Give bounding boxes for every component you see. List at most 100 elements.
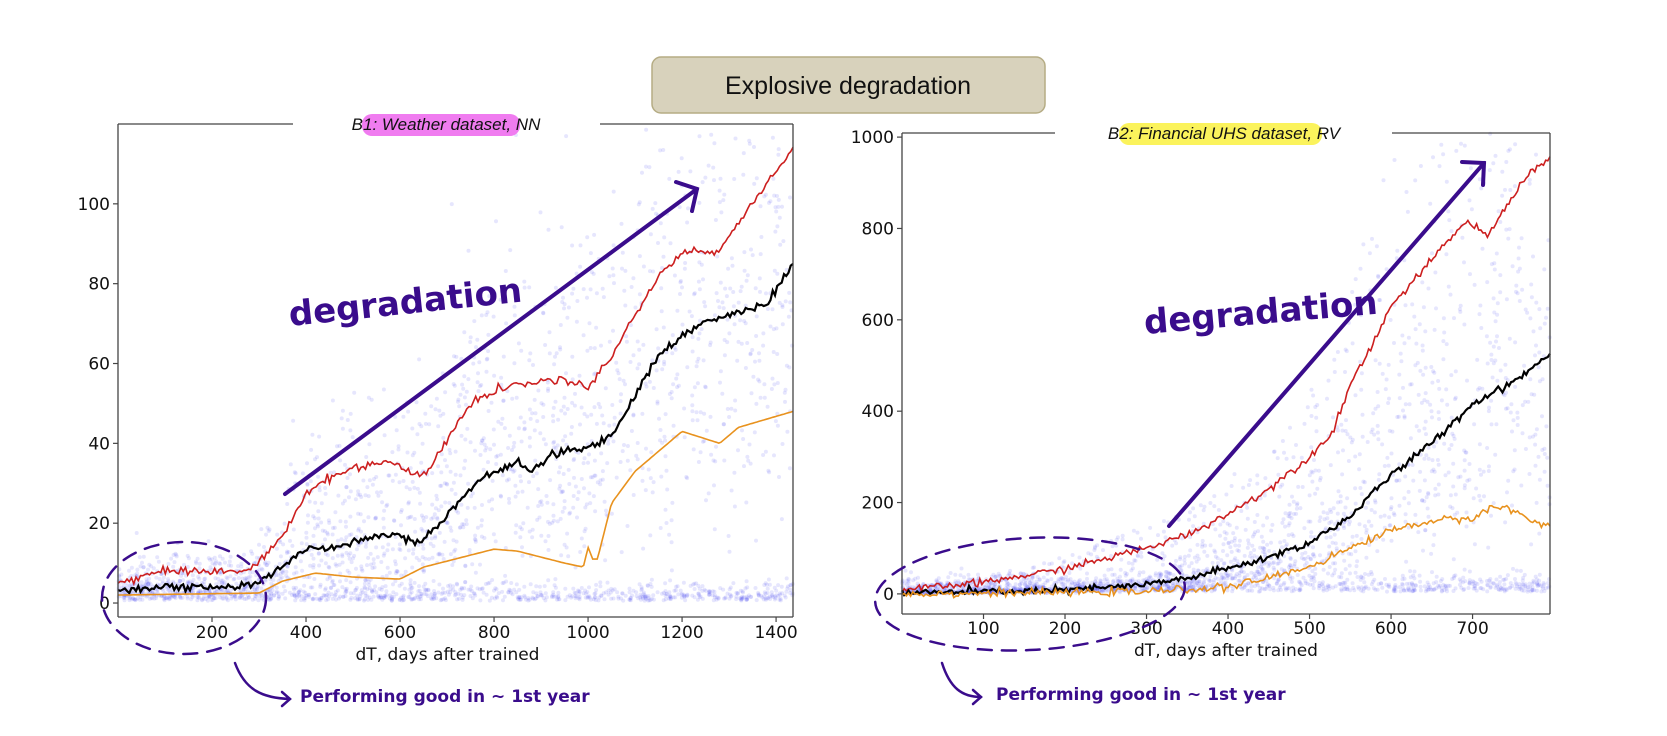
- scatter-point: [139, 580, 144, 585]
- scatter-point: [502, 426, 507, 431]
- scatter-point: [447, 447, 452, 452]
- scatter-point: [554, 594, 558, 599]
- scatter-point: [512, 440, 517, 445]
- scatter-point: [494, 462, 499, 466]
- scatter-point: [420, 542, 425, 547]
- scatter-point: [753, 286, 758, 291]
- scatter-point: [348, 580, 353, 585]
- scatter-point: [1537, 350, 1542, 355]
- scatter-point: [1239, 509, 1244, 513]
- scatter-point: [752, 145, 756, 149]
- scatter-point: [144, 580, 149, 585]
- scatter-point: [1435, 458, 1440, 462]
- scatter-point: [214, 559, 218, 564]
- scatter-point: [1312, 458, 1316, 462]
- scatter-point: [1422, 584, 1427, 589]
- scatter-point: [319, 596, 324, 600]
- scatter-point: [1321, 567, 1326, 572]
- scatter-point: [675, 308, 680, 313]
- scatter-point: [1262, 587, 1267, 592]
- scatter-point: [432, 595, 437, 600]
- scatter-point: [1517, 245, 1521, 250]
- scatter-point: [530, 411, 535, 416]
- scatter-point: [1412, 586, 1416, 591]
- scatter-point: [401, 414, 406, 419]
- scatter-point: [501, 598, 505, 603]
- scatter-point: [363, 544, 368, 549]
- scatter-point: [741, 151, 746, 156]
- scatter-point: [718, 380, 722, 385]
- scatter-point: [1267, 562, 1272, 567]
- scatter-point: [154, 596, 159, 601]
- scatter-point: [643, 594, 647, 599]
- scatter-point: [727, 415, 732, 419]
- scatter-point: [1062, 559, 1067, 564]
- scatter-point: [1109, 554, 1113, 558]
- scatter-point: [508, 467, 513, 472]
- scatter-point: [1379, 581, 1384, 586]
- scatter-point: [492, 442, 496, 447]
- scatter-point: [338, 579, 342, 584]
- scatter-point: [316, 509, 321, 514]
- scatter-point: [177, 578, 182, 583]
- scatter-point: [1102, 573, 1107, 578]
- scatter-point: [366, 555, 371, 560]
- scatter-point: [1520, 403, 1525, 408]
- scatter-point: [740, 596, 745, 601]
- x-ticks: 200 400 600 800 1000 1200 1400: [196, 617, 798, 643]
- scatter-point: [1493, 358, 1498, 363]
- scatter-point: [559, 553, 564, 558]
- scatter-point: [500, 473, 505, 478]
- scatter-point: [1417, 428, 1422, 433]
- scatter-point: [776, 594, 781, 598]
- scatter-point: [196, 574, 201, 579]
- scatter-point: [307, 575, 312, 580]
- scatter-point: [521, 521, 526, 526]
- scatter-point: [484, 357, 489, 362]
- scatter-point: [256, 598, 261, 603]
- scatter-point: [333, 590, 338, 594]
- scatter-point: [291, 591, 296, 596]
- scatter-point: [429, 536, 434, 541]
- scatter-point: [1449, 443, 1454, 447]
- scatter-point: [1286, 550, 1291, 555]
- scatter-point: [410, 565, 415, 570]
- scatter-point: [692, 595, 697, 600]
- scatter-point: [1262, 493, 1267, 498]
- scatter-point: [141, 565, 146, 570]
- scatter-point: [738, 289, 743, 294]
- scatter-point: [476, 371, 480, 376]
- scatter-point: [1269, 540, 1273, 545]
- scatter-point: [203, 576, 208, 581]
- scatter-point: [564, 442, 569, 447]
- scatter-point: [1033, 583, 1038, 588]
- scatter-point: [732, 504, 737, 509]
- banner: Explosive degradation: [651, 56, 1046, 114]
- scatter-point: [1028, 581, 1032, 586]
- scatter-point: [1471, 586, 1476, 591]
- banner-title: Explosive degradation: [725, 72, 971, 100]
- scatter-point: [1544, 424, 1549, 429]
- scatter-point: [1369, 572, 1374, 577]
- scatter-point: [172, 560, 177, 565]
- scatter-point: [304, 542, 309, 547]
- scatter-point: [1497, 346, 1501, 350]
- scatter-point: [291, 585, 296, 590]
- scatter-point: [1202, 576, 1207, 581]
- scatter-point: [223, 560, 227, 565]
- scatter-point: [748, 461, 753, 466]
- scatter-point: [638, 595, 642, 600]
- scatter-point: [160, 579, 165, 584]
- scatter-point: [777, 300, 782, 305]
- scatter-point: [137, 555, 142, 560]
- scatter-point: [1484, 334, 1489, 339]
- scatter-point: [1414, 424, 1419, 429]
- scatter-point: [154, 589, 159, 594]
- scatter-point: [411, 547, 416, 552]
- scatter-point: [655, 399, 660, 404]
- scatter-point: [1335, 511, 1340, 516]
- scatter-point: [598, 478, 603, 483]
- scatter-point: [444, 464, 449, 469]
- scatter-point: [522, 584, 527, 589]
- scatter-point: [457, 404, 462, 409]
